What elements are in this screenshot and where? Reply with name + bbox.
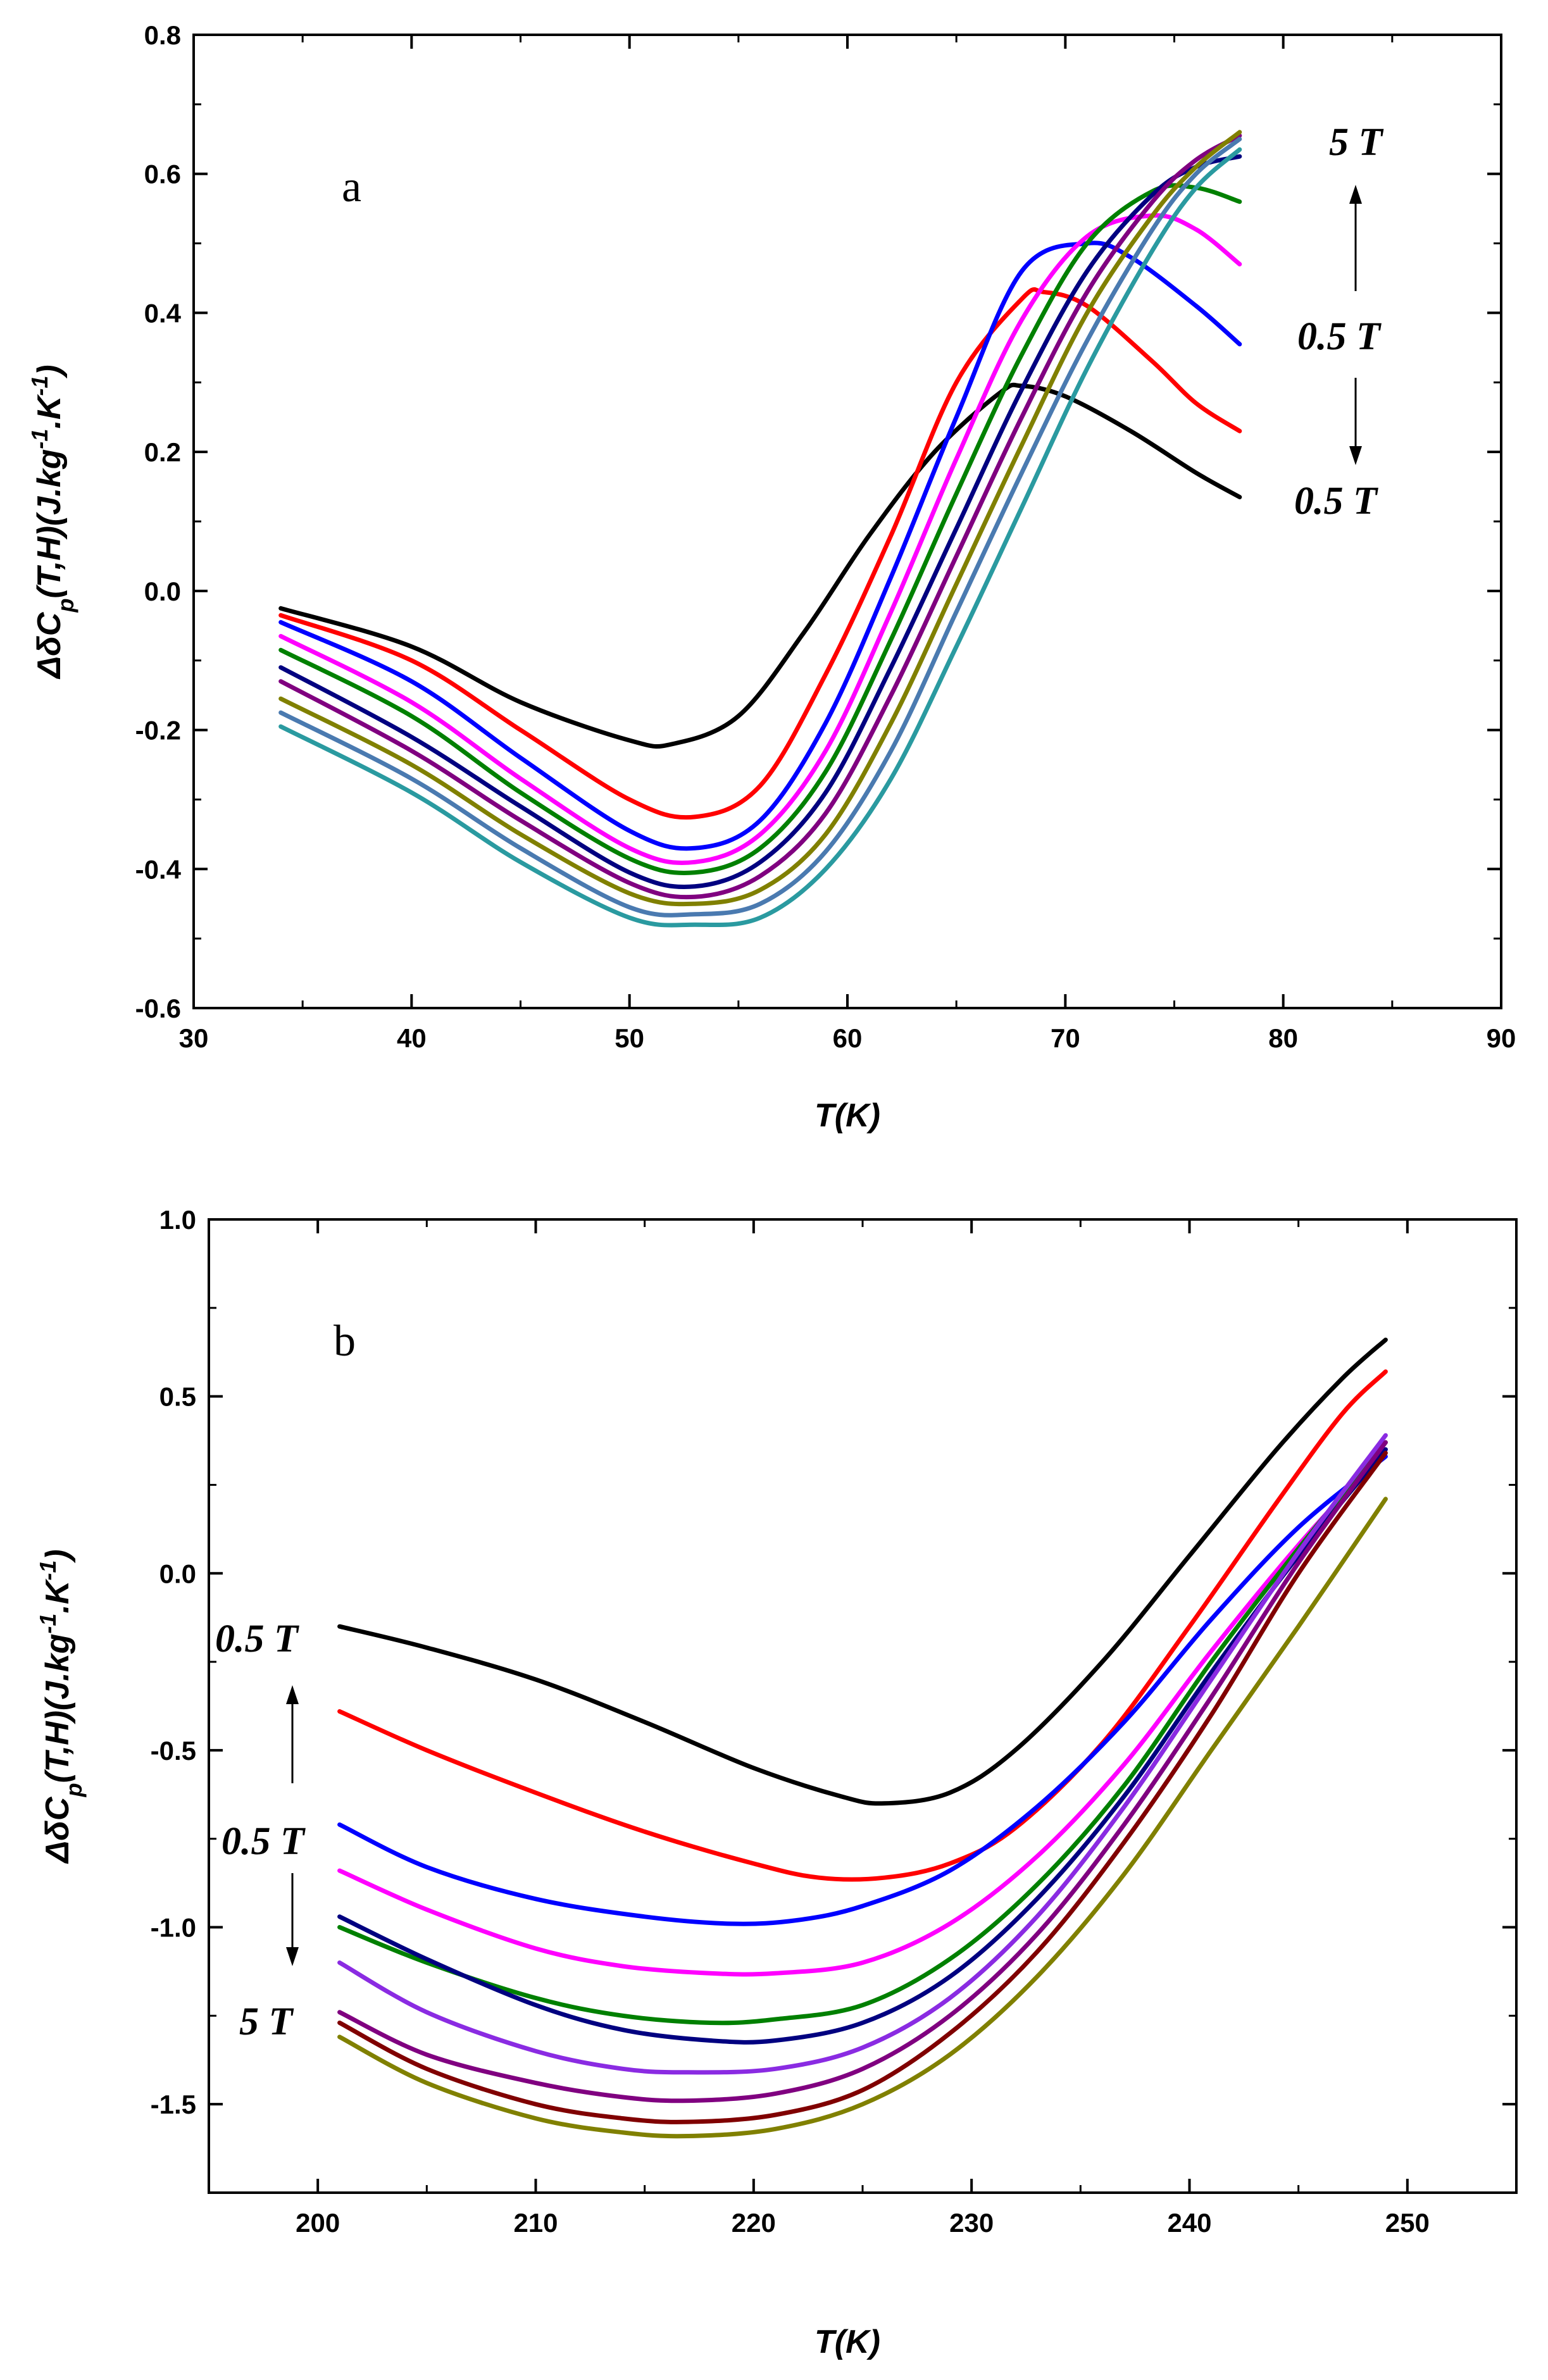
y-tick-label-b: 0.0	[159, 1559, 196, 1588]
x-tick-label-b: 250	[1385, 2208, 1430, 2238]
x-tick-label-a: 30	[179, 1023, 209, 1053]
series-line-a-2	[278, 287, 1242, 820]
y-tick-label-a: 0.4	[144, 298, 182, 328]
series-line-b-1	[337, 1337, 1388, 1806]
y-tick-label-a: -0.4	[135, 854, 182, 884]
ticks-a: 30 40 50 60 70 80 90 -0.6 -0.4 -0.2 0.0 0.2 0.4 0.6 0.…	[135, 20, 1516, 1053]
y-tick-label-a: 0.6	[144, 159, 181, 189]
y-tick-label-b: 0.5	[159, 1382, 196, 1412]
annotation-bottom-a: 0.5 T	[1294, 480, 1378, 523]
series-line-a-10	[278, 147, 1242, 928]
panel-label-b: b	[334, 1317, 356, 1366]
series-line-b-3	[337, 1454, 1388, 1926]
annotation-middle-b: 0.5 T	[222, 1820, 306, 1863]
y-tick-label-b: 1.0	[159, 1205, 196, 1235]
series-line-a-3	[278, 240, 1242, 851]
x-axis-title-a: T(K)	[815, 1097, 880, 1134]
series-line-b-7	[337, 1433, 1388, 2075]
x-axis-title-b: T(K)	[815, 2324, 880, 2360]
series-line-a-5	[278, 183, 1242, 876]
series-group-a	[278, 130, 1242, 928]
x-tick-label-b: 200	[296, 2208, 340, 2238]
series-group-b	[337, 1337, 1388, 2139]
series-line-a-9	[278, 137, 1242, 918]
y-tick-label-a: 0.2	[144, 437, 181, 467]
series-line-a-7	[278, 133, 1242, 900]
series-line-b-2	[337, 1369, 1388, 1882]
panel-b: 200 210 220 230 240 250-1.5-1.0-0.50.00.51.0 …	[35, 1205, 1518, 2360]
y-axis-title-b: ΔδCp(T,H)(J.kg-1.K-1)	[35, 1549, 87, 1864]
series-line-b-9	[337, 1450, 1388, 2124]
panel-label-a: a	[342, 163, 361, 211]
y-tick-label-a: -0.6	[135, 994, 181, 1023]
y-axis-title-a: ΔδCp(T,H)(J.kg-1.K-1)	[27, 364, 78, 679]
x-tick-label-b: 240	[1167, 2208, 1211, 2238]
y-tick-label-a: -0.2	[135, 716, 181, 745]
arrow-up-a	[1349, 185, 1362, 291]
series-line-a-8	[278, 130, 1242, 907]
series-line-a-1	[278, 382, 1242, 749]
series-line-b-8	[337, 1440, 1388, 2103]
x-tick-label-a: 80	[1268, 1023, 1298, 1053]
y-tick-label-a: 0.0	[144, 576, 181, 606]
annotation-top-a: 5 T	[1329, 121, 1384, 164]
annotation-middle-a: 0.5 T	[1297, 315, 1382, 358]
series-line-b-4	[337, 1447, 1388, 1977]
x-tick-label-b: 220	[732, 2208, 776, 2238]
series-line-b-10	[337, 1497, 1388, 2139]
x-tick-label-b: 230	[949, 2208, 994, 2238]
series-line-b-6	[337, 1447, 1388, 2045]
annotation-bottom-b: 5 T	[239, 2000, 294, 2043]
arrow-down-a	[1349, 378, 1362, 465]
x-tick-label-a: 90	[1487, 1023, 1516, 1053]
arrow-down-b	[286, 1873, 299, 1966]
panel-a: 30 40 50 60 70 80 90 -0.6 -0.4 -0.2 0.0 0.2 0.4 0.6 0.…	[27, 20, 1516, 1134]
x-tick-label-a: 50	[615, 1023, 644, 1053]
annotation-top-b: 0.5 T	[215, 1617, 299, 1660]
series-line-b-5	[337, 1440, 1388, 2026]
series-line-a-6	[278, 154, 1242, 890]
x-tick-label-a: 40	[397, 1023, 427, 1053]
arrow-up-b	[286, 1685, 299, 1783]
x-tick-label-b: 210	[513, 2208, 558, 2238]
ticks-b: 200 210 220 230 240 250 -1.5 -1.0 -0.5 0.0 0.5 1.0	[151, 1205, 1516, 2238]
y-tick-label-b: -0.5	[151, 1736, 196, 1766]
y-tick-label-a: 0.8	[144, 20, 181, 50]
y-tick-label-b: -1.0	[151, 1913, 196, 1943]
x-tick-label-a: 60	[833, 1023, 863, 1053]
y-tick-label-b: -1.5	[151, 2090, 196, 2119]
x-tick-label-a: 70	[1051, 1023, 1080, 1053]
